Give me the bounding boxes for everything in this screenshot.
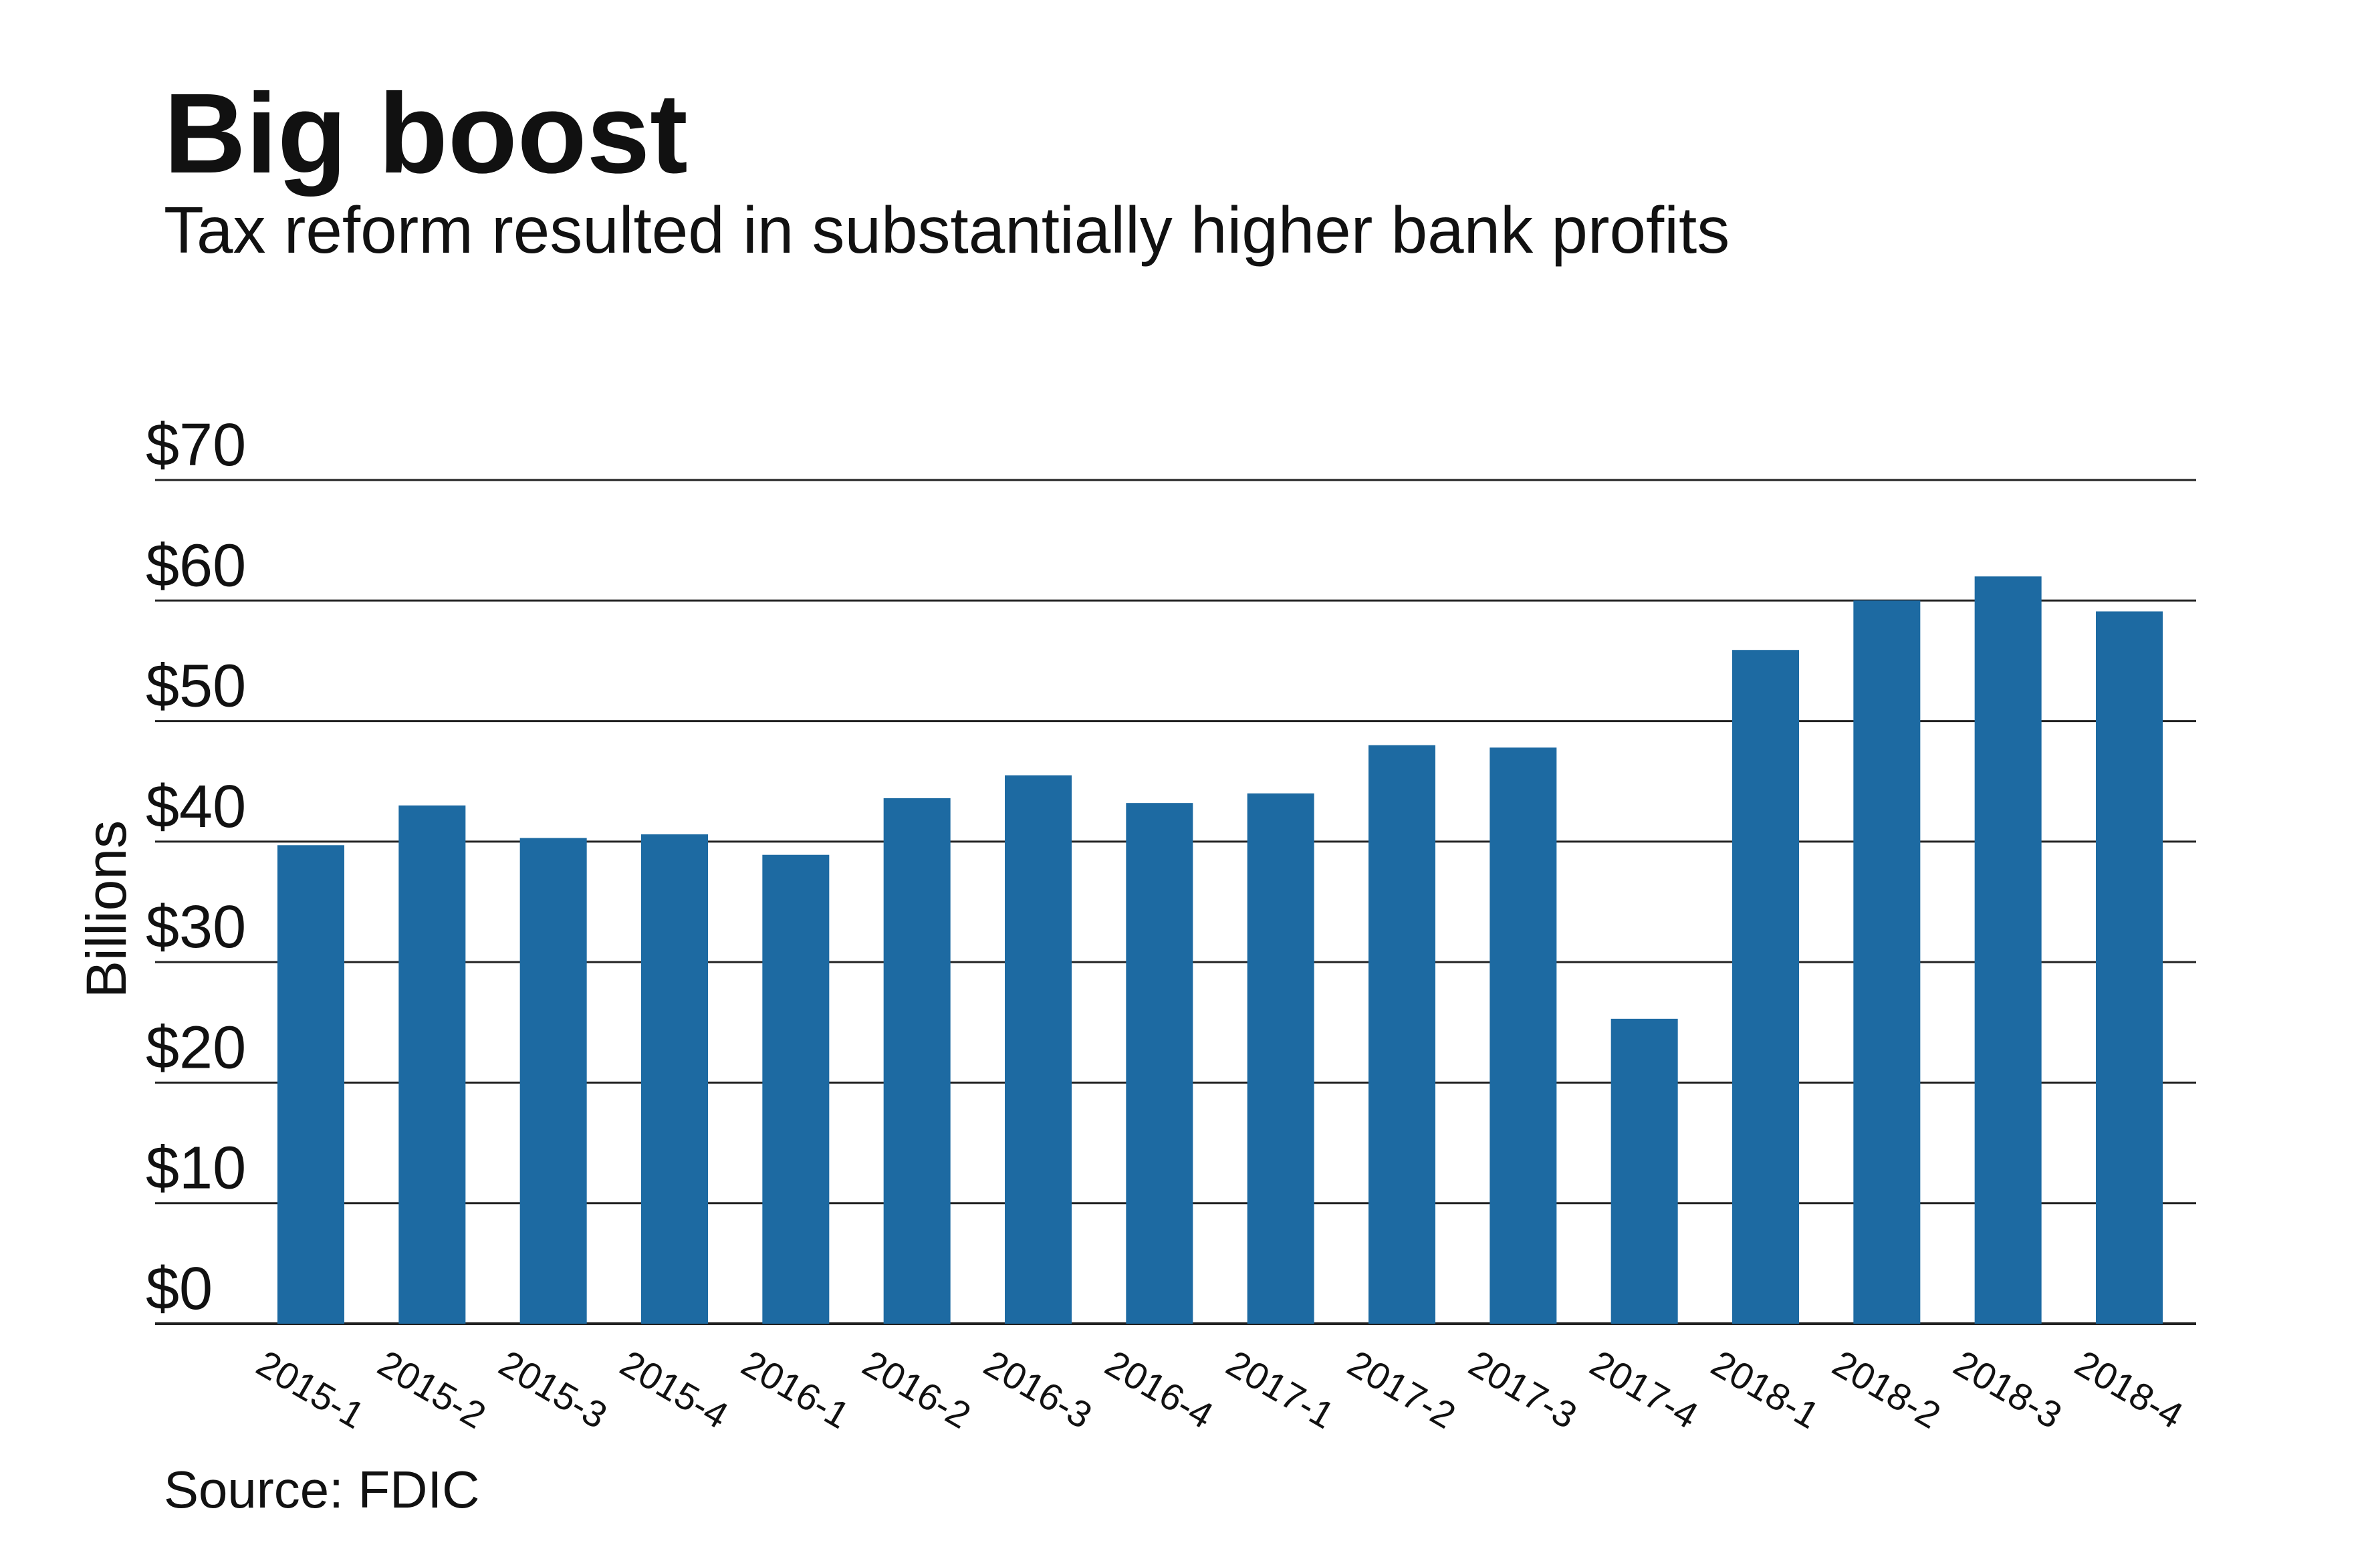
x-tick-label: 2015-3 [492,1342,614,1437]
bar-2017-4 [1611,1018,1678,1324]
x-tick-label: 2016-3 [977,1342,1099,1437]
y-tick-label: $50 [146,653,246,720]
bars [277,576,2163,1324]
y-tick-label: $30 [146,894,246,961]
x-tick-label: 2015-1 [249,1342,372,1437]
x-tick-label: 2015-4 [613,1342,735,1437]
y-tick-label: $0 [146,1256,213,1322]
x-tick-label: 2017-1 [1219,1342,1342,1437]
y-tick-label: $20 [146,1014,246,1081]
x-tick-label: 2017-3 [1462,1342,1584,1437]
bar-2018-3 [1974,576,2042,1324]
chart-title: Big boost [164,70,688,197]
bar-2015-4 [641,834,708,1324]
bar-2016-3 [1005,775,1072,1324]
y-axis-label: Billions [75,820,138,998]
bar-2016-2 [883,798,951,1324]
bar-2016-1 [762,854,830,1324]
x-tick-label: 2016-2 [856,1342,978,1437]
y-tick-label: $60 [146,532,246,599]
x-tick-label: 2017-4 [1583,1342,1705,1437]
y-tick-label: $70 [146,412,246,479]
bar-2018-2 [1853,600,1921,1324]
x-tick-label: 2015-2 [371,1342,493,1437]
x-tick-label: 2018-3 [1947,1342,2069,1437]
bar-2015-2 [398,805,466,1324]
bar-2016-4 [1126,803,1193,1324]
x-tick-label: 2018-4 [2068,1342,2190,1437]
x-tick-label: 2018-1 [1704,1342,1826,1437]
bar-2018-1 [1732,650,1799,1324]
x-tick-label: 2018-2 [1826,1342,1948,1437]
x-tick-label: 2016-4 [1098,1342,1221,1437]
y-tick-label: $40 [146,773,246,840]
y-tick-label: $10 [146,1135,246,1202]
bar-2015-1 [277,845,344,1324]
x-tick-label: 2017-2 [1340,1342,1463,1437]
x-tick-label: 2016-1 [735,1342,857,1437]
bar-2017-1 [1247,793,1314,1324]
bar-2017-3 [1490,747,1557,1324]
x-axis-tick-labels: 2015-12015-22015-32015-42016-12016-22016… [249,1342,2190,1437]
y-axis-tick-labels: $0 $10 $20 $30 $40 $50 $60 $70 [146,412,246,1322]
chart-subtitle: Tax reform resulted in substantially hig… [164,193,1730,267]
bar-2015-3 [519,838,587,1324]
bar-2017-2 [1368,745,1435,1324]
bar-2018-4 [2096,611,2163,1324]
source-note: Source: FDIC [164,1460,479,1519]
